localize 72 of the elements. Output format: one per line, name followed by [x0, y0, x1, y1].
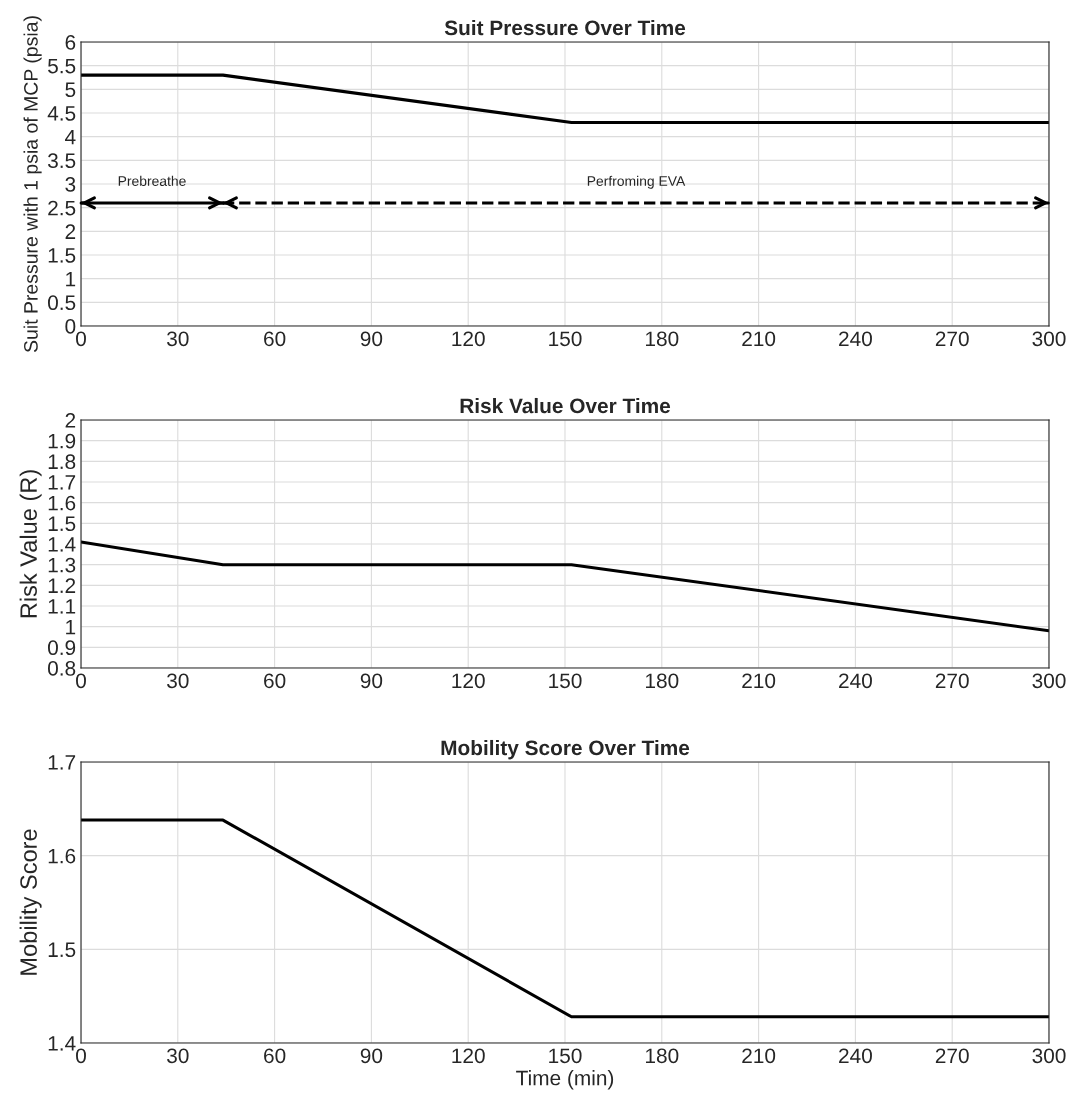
y-tick-label: 2.5	[48, 200, 76, 216]
chart-title: Risk Value Over Time	[460, 397, 671, 414]
x-tick-label: 120	[452, 331, 485, 347]
x-tick-label: 30	[167, 673, 189, 689]
x-tick-label: 210	[742, 331, 776, 347]
x-tick-label: 150	[549, 1048, 582, 1064]
y-tick-label: 4	[65, 129, 76, 145]
x-tick-label: 210	[742, 673, 776, 689]
x-tick-label: 90	[360, 673, 383, 689]
y-tick-label: 1.6	[48, 848, 76, 864]
y-axis-title: Mobility Score	[19, 829, 42, 975]
x-tick-label: 240	[839, 1048, 872, 1064]
x-tick-label: 300	[1032, 331, 1066, 347]
x-tick-label: 60	[264, 331, 286, 347]
y-tick-label: 1.4	[48, 1036, 76, 1051]
x-tick-label: 180	[646, 331, 679, 347]
x-tick-label: 0	[76, 331, 86, 347]
y-tick-label: 5	[65, 82, 76, 98]
x-tick-label: 30	[167, 331, 189, 347]
x-tick-label: 60	[264, 1048, 286, 1064]
y-tick-label: 2	[65, 413, 76, 428]
x-tick-label: 240	[839, 673, 872, 689]
y-tick-label: 0.9	[47, 640, 76, 656]
x-tick-label: 180	[646, 673, 679, 689]
y-tick-label: 3.5	[47, 153, 76, 169]
y-tick-label: 2	[65, 224, 76, 239]
y-tick-label: 1.5	[48, 942, 76, 958]
x-tick-label: 300	[1032, 1048, 1066, 1064]
y-tick-label: 1	[66, 271, 76, 287]
series-label: Perfroming EVA	[587, 175, 686, 189]
x-tick-label: 180	[646, 1048, 679, 1064]
x-tick-label: 60	[264, 673, 286, 689]
x-tick-label: 0	[76, 1048, 86, 1064]
y-tick-label: 1.7	[48, 755, 76, 770]
x-tick-label: 0	[76, 673, 86, 689]
y-tick-label: 5.5	[48, 58, 76, 74]
y-tick-label: 3	[65, 177, 76, 192]
y-tick-label: 0.5	[47, 295, 76, 311]
x-tick-label: 270	[935, 331, 969, 347]
y-tick-label: 0	[65, 319, 76, 334]
x-tick-label: 120	[452, 1048, 485, 1064]
x-tick-label: 120	[452, 673, 485, 689]
y-tick-label: 1.7	[48, 475, 76, 490]
x-tick-label: 150	[549, 331, 582, 347]
y-tick-label: 6	[65, 35, 76, 50]
x-tick-label: 90	[360, 1048, 383, 1064]
y-tick-label: 1.1	[48, 599, 76, 614]
y-tick-label: 1.2	[48, 578, 76, 593]
y-tick-label: 1.8	[48, 454, 76, 470]
y-tick-label: 1.9	[48, 433, 76, 449]
y-tick-label: 1.4	[48, 537, 76, 552]
y-tick-label: 1.3	[48, 557, 76, 573]
y-tick-label: 1.5	[48, 248, 76, 263]
chart-title: Suit Pressure Over Time	[444, 19, 686, 36]
y-axis-title: Suit Pressure with 1 psia of MCP (psia)	[23, 16, 42, 353]
series-label: Prebreathe	[118, 175, 186, 186]
y-tick-label: 4.5	[47, 106, 76, 121]
x-tick-label: 270	[935, 1048, 969, 1064]
y-axis-title: Risk Value (R)	[19, 470, 42, 618]
x-tick-label: 240	[839, 331, 872, 347]
y-tick-label: 1	[66, 619, 76, 635]
x-tick-label: 300	[1032, 673, 1066, 689]
x-tick-label: 210	[742, 1048, 776, 1064]
x-axis-title: Time (min)	[516, 1070, 614, 1090]
chart-title: Mobility Score Over Time	[441, 739, 690, 760]
x-tick-label: 30	[167, 1048, 189, 1064]
y-tick-label: 0.8	[47, 661, 76, 676]
x-tick-label: 270	[935, 673, 969, 689]
x-tick-label: 150	[549, 673, 582, 689]
y-tick-label: 1.5	[48, 516, 76, 532]
y-tick-label: 1.6	[48, 495, 76, 511]
x-tick-label: 90	[360, 331, 383, 347]
